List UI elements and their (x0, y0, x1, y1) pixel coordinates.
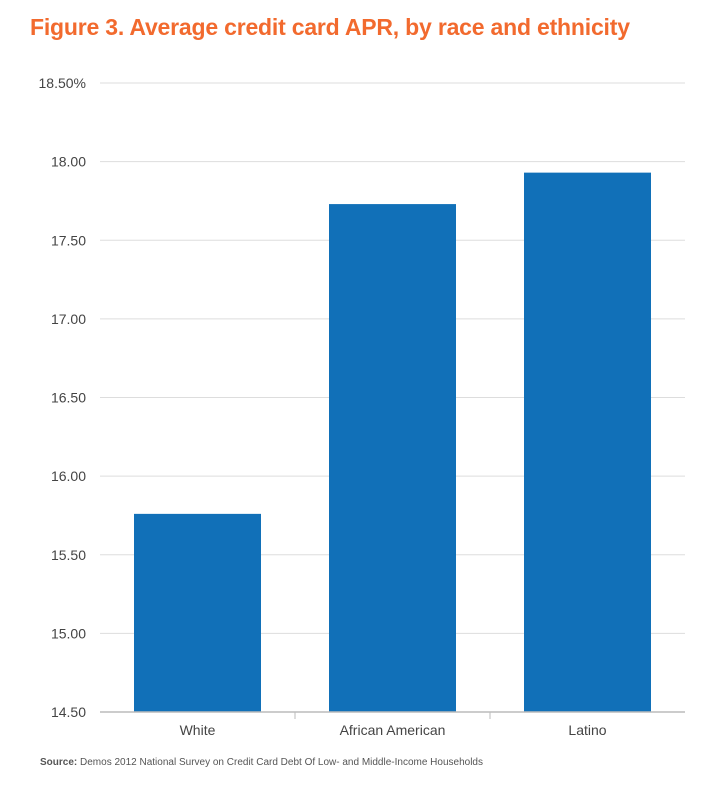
x-axis (100, 711, 685, 719)
bar-chart: 14.50 15.00 15.50 16.00 16.50 17.00 17.50 18.00… (39, 75, 685, 738)
y-tick-labels: 14.50 15.00 15.50 16.00 16.50 17.00 17.50 18.00… (39, 75, 87, 720)
x-tick-labels: White African American Latino (180, 722, 607, 738)
y-tick-label: 15.00 (51, 625, 86, 641)
y-tick-label: 17.50 (51, 232, 86, 248)
y-tick-label: 14.50 (51, 704, 86, 720)
bar-african-american (329, 204, 456, 712)
y-tick-label: 16.00 (51, 468, 86, 484)
source-text: Demos 2012 National Survey on Credit Car… (80, 757, 483, 768)
source-note: Source: Demos 2012 National Survey on Cr… (40, 757, 483, 768)
bar-latino (524, 172, 651, 712)
bars (134, 172, 651, 712)
y-tick-label: 15.50 (51, 547, 86, 563)
bar-white (134, 513, 261, 712)
x-tick-label: Latino (568, 722, 606, 738)
y-tick-label: 18.50% (39, 75, 86, 91)
source-label: Source: (40, 757, 78, 768)
y-tick-label: 17.00 (51, 311, 86, 327)
x-tick-label: White (180, 722, 216, 738)
chart-title: Figure 3. Average credit card APR, by ra… (30, 14, 630, 40)
x-tick-label: African American (340, 722, 446, 738)
y-tick-label: 16.50 (51, 390, 86, 406)
y-tick-label: 18.00 (51, 154, 86, 170)
